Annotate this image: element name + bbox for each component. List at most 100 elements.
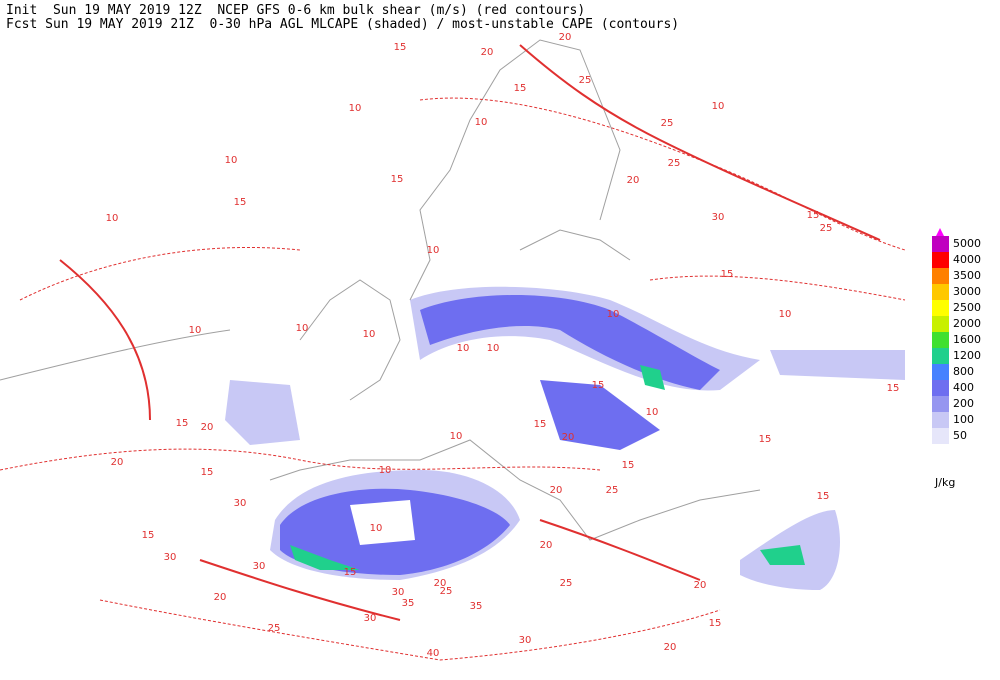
colorbar-box — [932, 396, 949, 412]
colorbar-box — [932, 284, 949, 300]
contour-label: 15 — [391, 174, 404, 185]
colorbar-box — [932, 268, 949, 284]
colorbar-label: 800 — [953, 365, 974, 378]
contour-label: 15 — [201, 467, 214, 478]
colorbar-label: 2000 — [953, 317, 981, 330]
contour-label: 35 — [470, 601, 483, 612]
colorbar-label: 400 — [953, 381, 974, 394]
contour-label: 10 — [296, 323, 309, 334]
contour-label: 15 — [622, 460, 635, 471]
contour-label: 30 — [712, 212, 725, 223]
contour-label: 10 — [349, 103, 362, 114]
contour-label: 25 — [820, 223, 833, 234]
cape-shading — [225, 286, 905, 590]
colorbar-box — [932, 316, 949, 332]
contour-label: 40 — [427, 648, 440, 659]
contour-label: 15 — [176, 418, 189, 429]
contour-label: 25 — [661, 118, 674, 129]
colorbar-box — [932, 428, 949, 444]
colorbar-label: 4000 — [953, 253, 981, 266]
contour-label: 20 — [540, 540, 553, 551]
contour-label: 20 — [559, 32, 572, 43]
contour-label: 10 — [457, 343, 470, 354]
contour-label: 15 — [592, 380, 605, 391]
colorbar-box — [932, 380, 949, 396]
contour-label: 25 — [606, 485, 619, 496]
contour-label: 10 — [779, 309, 792, 320]
contour-label: 10 — [475, 117, 488, 128]
colorbar-label: 3500 — [953, 269, 981, 282]
contour-label: 20 — [550, 485, 563, 496]
contour-label: 25 — [268, 623, 281, 634]
contour-label: 20 — [562, 432, 575, 443]
header-line: Init Sun 19 MAY 2019 12Z NCEP GFS 0-6 km… — [6, 3, 585, 18]
colorbar-unit: J/kg — [934, 476, 955, 489]
colorbar-label: 1600 — [953, 333, 981, 346]
contour-label: 20 — [201, 422, 214, 433]
colorbar-box — [932, 236, 949, 252]
colorbar-box — [932, 348, 949, 364]
contour-label: 30 — [392, 587, 405, 598]
contour-label: 20 — [434, 578, 447, 589]
colorbar-label: 5000 — [953, 237, 981, 250]
contour-label: 15 — [709, 618, 722, 629]
contour-label: 30 — [364, 613, 377, 624]
contour-label: 15 — [344, 567, 357, 578]
contour-label: 10 — [427, 245, 440, 256]
contour-label: 10 — [370, 523, 383, 534]
contour-label: 10 — [106, 213, 119, 224]
colorbar-label: 3000 — [953, 285, 981, 298]
contour-label: 15 — [234, 197, 247, 208]
contour-label: 10 — [450, 431, 463, 442]
contour-label: 10 — [712, 101, 725, 112]
contour-label: 15 — [887, 383, 900, 394]
contour-label: 25 — [668, 158, 681, 169]
header-line: Fcst Sun 19 MAY 2019 21Z 0-30 hPa AGL ML… — [6, 17, 679, 32]
contour-label: 30 — [164, 552, 177, 563]
colorbar-label: 100 — [953, 413, 974, 426]
contour-label: 30 — [253, 561, 266, 572]
contour-label: 10 — [189, 325, 202, 336]
colorbar-label: 200 — [953, 397, 974, 410]
contour-label: 30 — [234, 498, 247, 509]
contour-label: 35 — [402, 598, 415, 609]
colorbar-box — [932, 252, 949, 268]
contour-label: 25 — [560, 578, 573, 589]
contour-label: 10 — [379, 465, 392, 476]
colorbar-box — [932, 300, 949, 316]
contour-label: 15 — [514, 83, 527, 94]
colorbar-box — [932, 412, 949, 428]
contour-label: 20 — [481, 47, 494, 58]
colorbar-box — [932, 364, 949, 380]
contour-label: 20 — [664, 642, 677, 653]
contour-label: 15 — [817, 491, 830, 502]
contour-label: 10 — [607, 309, 620, 320]
contour-label: 20 — [627, 175, 640, 186]
contour-label: 30 — [519, 635, 532, 646]
shear-contours — [0, 44, 906, 661]
contour-label: 25 — [440, 586, 453, 597]
contour-label: 10 — [225, 155, 238, 166]
colorbar-label: 50 — [953, 429, 967, 442]
contour-label: 15 — [807, 210, 820, 221]
contour-label: 15 — [142, 530, 155, 541]
colorbar: J/kg 50 100 200 400 800 1200 1600 2000 2500 3000 3… — [932, 228, 981, 489]
contour-label: 20 — [111, 457, 124, 468]
contour-label: 10 — [487, 343, 500, 354]
contour-label: 20 — [214, 592, 227, 603]
coastlines — [0, 39, 761, 541]
contour-label: 10 — [646, 407, 659, 418]
contour-label: 15 — [759, 434, 772, 445]
colorbar-label: 2500 — [953, 301, 981, 314]
contour-label: 25 — [579, 75, 592, 86]
contour-label: 15 — [394, 42, 407, 53]
colorbar-box — [932, 332, 949, 348]
colorbar-label: 1200 — [953, 349, 981, 362]
contour-label: 20 — [694, 580, 707, 591]
contour-label: 15 — [721, 269, 734, 280]
contour-label: 15 — [534, 419, 547, 430]
contour-label: 10 — [363, 329, 376, 340]
